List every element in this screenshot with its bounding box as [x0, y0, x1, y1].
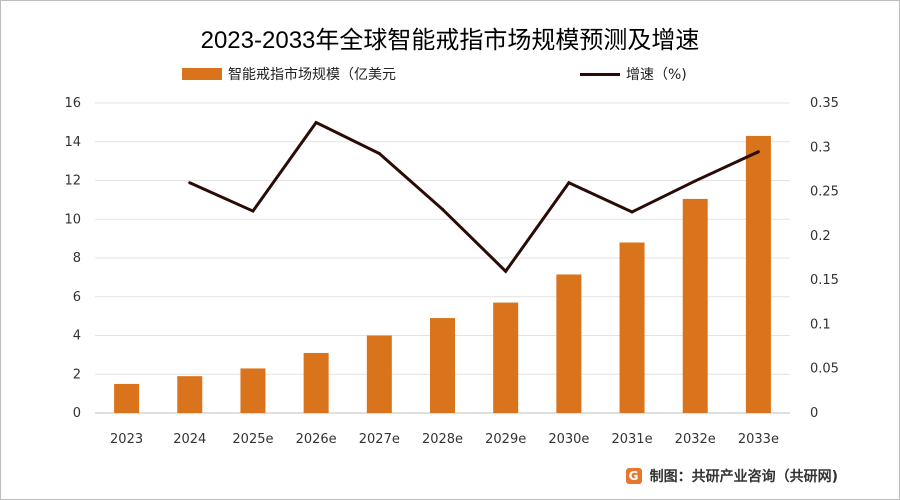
x-tick-label: 2031e [611, 432, 652, 447]
bar [177, 376, 203, 413]
bar [745, 135, 771, 413]
bar [114, 383, 140, 413]
x-tick-label: 2032e [675, 432, 716, 447]
y-left-tick-label: 8 [73, 251, 81, 266]
source-logo-icon: G [625, 468, 642, 484]
x-tick-label: 2023 [110, 432, 143, 447]
legend-label-line: 增速（%) [626, 67, 687, 83]
growth-point [441, 207, 444, 211]
y-left-tick-label: 2 [73, 367, 81, 382]
y-left-tick-label: 0 [73, 406, 81, 421]
x-tick-label: 2028e [422, 432, 463, 447]
y-right-tick-label: 0.15 [810, 273, 839, 288]
y-left-tick-label: 10 [64, 212, 81, 227]
bar [493, 302, 519, 413]
growth-line [189, 120, 760, 274]
legend-item-line: 增速（%) [580, 64, 687, 84]
y-left-tick-label: 4 [73, 329, 81, 344]
source-text: 制图：共研产业咨询（共研网) [649, 469, 838, 485]
source-note: G 制图：共研产业咨询（共研网) [625, 466, 838, 486]
y-left-tick-label: 6 [73, 290, 81, 305]
growth-point [756, 150, 760, 154]
y-right-tick-label: 0 [810, 406, 818, 421]
x-tick-label: 2026e [296, 432, 337, 447]
growth-point [504, 269, 508, 273]
y-right-tick-label: 0.3 [810, 140, 831, 155]
y-right-tick-label: 0.2 [810, 229, 831, 244]
growth-point [693, 179, 697, 183]
growth-point [630, 210, 634, 214]
y-left-tick-label: 12 [64, 174, 81, 189]
x-tick-label: 2029e [485, 432, 526, 447]
chart-title: 2023-2033年全球智能戒指市场规模预测及增速 [200, 27, 700, 54]
legend: 智能戒指市场规模（亿美元 增速（%) [0, 64, 900, 88]
bar [682, 198, 708, 413]
bar [240, 368, 266, 413]
x-tick-label: 2025e [232, 432, 273, 447]
x-tick-label: 2030e [548, 432, 589, 447]
bar [430, 318, 455, 413]
x-tick-label: 2027e [359, 432, 400, 447]
bar [619, 242, 645, 413]
x-tick-label: 2024 [173, 432, 206, 447]
legend-item-bar: 智能戒指市场规模（亿美元 [182, 64, 396, 84]
legend-swatch-line [580, 72, 620, 76]
growth-point [377, 151, 381, 155]
y-right-tick-label: 0.05 [810, 362, 839, 377]
y-right-tick-label: 0.1 [810, 317, 831, 332]
legend-swatch-bar [182, 68, 222, 80]
growth-point [314, 120, 318, 124]
bar [556, 274, 582, 413]
y-right-tick-label: 0.25 [810, 185, 839, 200]
y-right-tick-label: 0.35 [810, 96, 839, 111]
x-tick-label: 2033e [738, 432, 779, 447]
growth-point [188, 181, 192, 185]
growth-point [251, 209, 255, 213]
bar [303, 352, 329, 413]
y-left-tick-label: 14 [64, 135, 81, 150]
y-left-tick-label: 16 [64, 96, 81, 111]
growth-point [567, 181, 571, 185]
bar [366, 335, 392, 413]
legend-label-bar: 智能戒指市场规模（亿美元 [228, 67, 396, 83]
